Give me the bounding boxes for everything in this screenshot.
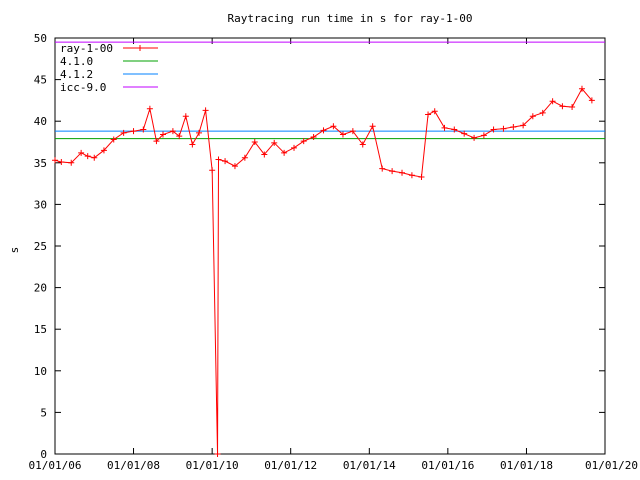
- data-point: [588, 97, 595, 104]
- data-point: [379, 165, 386, 172]
- y-tick-label: 10: [34, 365, 47, 378]
- x-tick-label: 01/01/14: [343, 459, 396, 472]
- chart-title: Raytracing run time in s for ray-1-00: [227, 12, 472, 25]
- legend-marker: [137, 45, 143, 51]
- data-point: [500, 125, 507, 132]
- legend-label: 4.1.2: [60, 68, 93, 81]
- data-point: [310, 134, 317, 141]
- data-point: [222, 158, 229, 165]
- y-tick-label: 5: [40, 406, 47, 419]
- data-point: [271, 139, 278, 146]
- legend-label: ray-1-00: [60, 42, 113, 55]
- data-point: [261, 151, 268, 158]
- data-point: [399, 169, 406, 176]
- data-point: [182, 113, 189, 120]
- data-point: [202, 107, 209, 114]
- data-point: [153, 138, 160, 145]
- x-tick-label: 01/01/06: [29, 459, 82, 472]
- y-tick-label: 25: [34, 240, 47, 253]
- data-point: [281, 149, 288, 156]
- data-point: [330, 123, 337, 130]
- data-point: [68, 159, 75, 166]
- x-tick-label: 01/01/10: [186, 459, 239, 472]
- data-point: [231, 163, 238, 170]
- data-point: [209, 167, 216, 174]
- data-point: [369, 123, 376, 130]
- y-tick-label: 15: [34, 323, 47, 336]
- data-point: [408, 172, 415, 179]
- y-tick-label: 30: [34, 198, 47, 211]
- y-tick-label: 0: [40, 448, 47, 461]
- data-point: [569, 104, 576, 111]
- y-tick-label: 40: [34, 115, 47, 128]
- data-point: [320, 127, 327, 134]
- data-point: [159, 131, 166, 138]
- data-point: [549, 98, 556, 105]
- data-point: [110, 136, 117, 143]
- data-point: [130, 128, 137, 135]
- plot-layer: 0 5 10 15 20 25 30 35 40 45 50 01/01/06 01/01/08 01/0…: [29, 32, 638, 472]
- data-point: [300, 138, 307, 145]
- data-point: [529, 113, 536, 120]
- data-point: [214, 451, 221, 457]
- data-point: [78, 149, 85, 156]
- legend-label: icc-9.0: [60, 81, 106, 94]
- plot-frame: [54, 37, 606, 455]
- y-tick-label: 20: [34, 282, 47, 295]
- data-point: [140, 126, 147, 133]
- y-tick-label: 35: [34, 157, 47, 170]
- data-point: [189, 141, 196, 148]
- data-point: [425, 111, 432, 118]
- data-point: [291, 144, 298, 151]
- data-point: [241, 154, 248, 161]
- data-point: [58, 158, 65, 165]
- data-point: [146, 105, 153, 112]
- data-point: [169, 128, 176, 135]
- legend-label: 4.1.0: [60, 55, 93, 68]
- data-point: [196, 129, 203, 136]
- data-point: [215, 156, 222, 163]
- data-point: [520, 122, 527, 129]
- y-axis-label: s: [8, 247, 21, 254]
- data-point: [52, 157, 58, 164]
- data-point: [339, 131, 346, 138]
- data-point: [441, 124, 448, 131]
- data-point: [389, 168, 396, 175]
- data-point: [578, 85, 585, 92]
- x-tick-label: 01/01/20: [585, 459, 638, 472]
- x-tick-label: 01/01/08: [107, 459, 160, 472]
- data-point: [461, 130, 468, 137]
- data-point: [539, 109, 546, 116]
- data-point: [480, 132, 487, 139]
- data-point: [100, 147, 107, 154]
- data-point: [349, 128, 356, 135]
- data-point: [91, 154, 98, 161]
- data-point: [471, 134, 478, 141]
- x-tick-label: 01/01/16: [421, 459, 474, 472]
- data-point: [359, 141, 366, 148]
- series-line-ray-1-00: [54, 87, 593, 455]
- data-point: [176, 133, 183, 140]
- x-tick-label: 01/01/12: [264, 459, 317, 472]
- data-point: [120, 129, 127, 136]
- y-tick-label: 45: [34, 74, 47, 87]
- data-point: [490, 126, 497, 133]
- data-point: [559, 103, 566, 110]
- data-point: [431, 108, 438, 115]
- data-point: [510, 124, 517, 131]
- data-point: [418, 173, 425, 180]
- data-point: [451, 126, 458, 133]
- y-tick-label: 50: [34, 32, 47, 45]
- x-tick-label: 01/01/18: [500, 459, 553, 472]
- data-point: [84, 153, 91, 160]
- data-point: [251, 139, 258, 145]
